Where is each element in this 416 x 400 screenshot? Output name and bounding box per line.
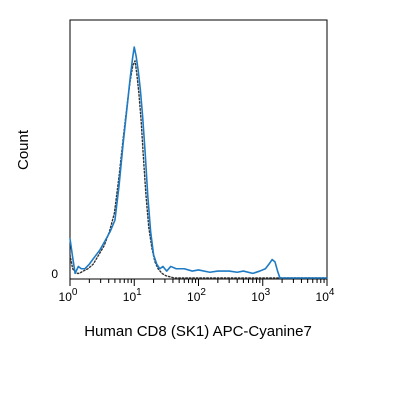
x-tick-label: 103 [251, 287, 270, 304]
x-tick-label: 104 [316, 287, 335, 304]
y-axis-ticks: 0 [51, 267, 58, 281]
x-tick-label: 100 [59, 287, 78, 304]
series-layer [69, 46, 328, 279]
x-tick-exponent: 2 [200, 287, 206, 298]
x-axis-ticks: 100 101 102 103 104 [59, 279, 335, 304]
dotted-series-line [69, 60, 328, 279]
x-tick-label: 101 [123, 287, 142, 304]
x-tick-label: 102 [187, 287, 206, 304]
x-axis-label: Human CD8 (SK1) APC-Cyanine7 [84, 323, 312, 340]
solid-series-line [69, 46, 328, 279]
x-tick-exponent: 4 [329, 287, 335, 298]
y-tick-label: 0 [51, 267, 58, 281]
x-tick-exponent: 0 [72, 287, 78, 298]
y-axis-label: Count [15, 129, 32, 170]
x-tick-exponent: 3 [265, 287, 271, 298]
x-tick-exponent: 1 [136, 287, 142, 298]
plot-frame [69, 19, 328, 280]
